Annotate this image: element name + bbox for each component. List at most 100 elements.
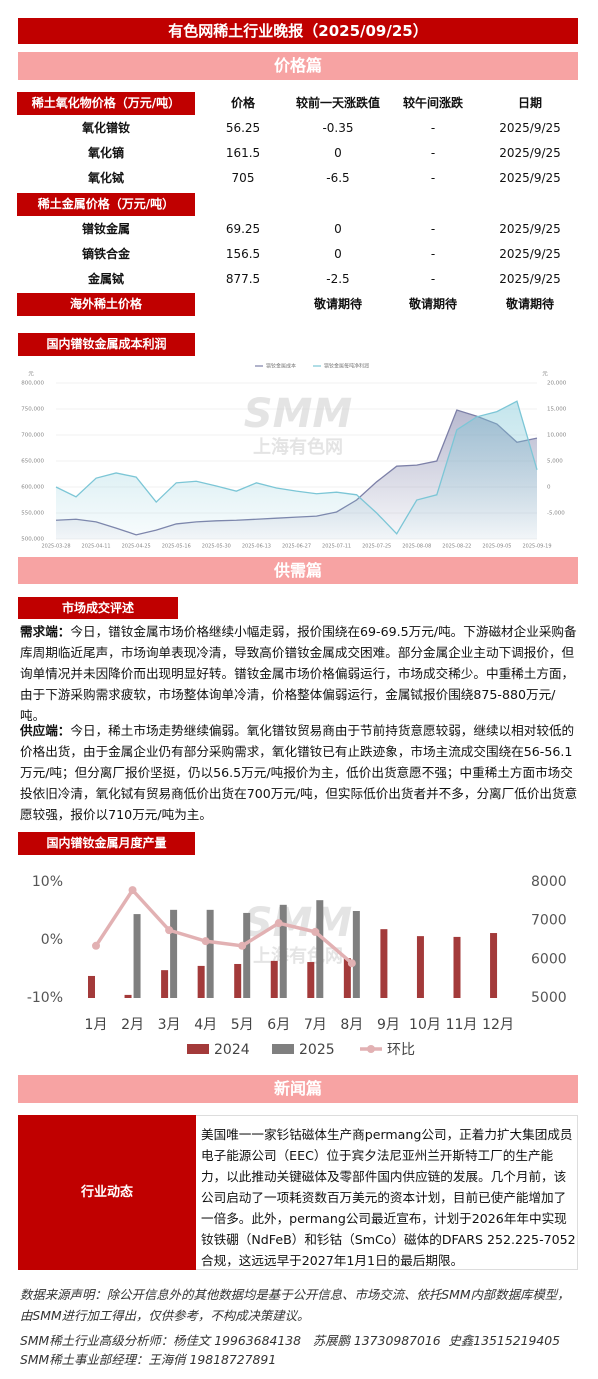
x-tick-label: 6月	[267, 1017, 290, 1033]
watermark: SMM	[244, 391, 352, 437]
y-tick-label: 800,000	[21, 381, 44, 387]
news-text: 美国唯一一家钐钴磁体生产商permang公司，正着力扩大集团成员电子能源公司（E…	[201, 1127, 576, 1268]
bar	[453, 936, 461, 998]
legend-label: 环比	[387, 1042, 415, 1058]
legend-swatch	[367, 1045, 375, 1053]
section-title: 价格篇	[18, 52, 578, 80]
disclaimer: 数据来源声明：除公开信息外的其他数据均是基于公开信息、市场交流、依托SMM内部数…	[20, 1287, 570, 1323]
y2-tick-label: 10,000	[547, 433, 567, 439]
legend-label: 2025	[299, 1042, 335, 1058]
supply-paragraph: 供应端：今日，稀土市场走势继续偏弱。氧化镨钕贸易商由于节前持货意愿较弱，继续以相…	[20, 720, 580, 825]
legend-label: 镨钕金属每吨净利润	[324, 363, 369, 370]
x-tick-label: 3月	[158, 1017, 181, 1033]
table-cell: 较前一天涨跌值	[295, 96, 380, 110]
table-cell: 敬请期待	[408, 297, 457, 312]
bar	[170, 909, 178, 998]
chart-title: 国内镨钕金属成本利润	[18, 333, 195, 356]
x-tick-label: 2025-03-28	[41, 544, 70, 550]
series-line	[55, 400, 538, 535]
table-cell: 161.5	[225, 146, 261, 161]
y-tick-label: 650,000	[21, 459, 44, 465]
bar	[133, 914, 141, 998]
table-cell: 2025/9/25	[499, 221, 561, 236]
y-tick-label: 0%	[41, 932, 63, 948]
y2-tick-label: -5,000	[547, 511, 565, 517]
x-tick-label: 10月	[409, 1017, 441, 1033]
x-tick-label: 4月	[194, 1017, 217, 1033]
y2-tick-label: 0	[547, 485, 551, 491]
supply-label: 供应端：	[20, 723, 71, 738]
bar	[270, 960, 278, 998]
header-cell: 稀土氧化物价格（万元/吨）	[17, 92, 195, 115]
watermark: 上海有色网	[253, 945, 343, 967]
line-marker	[274, 919, 283, 928]
x-tick-label: 2025-06-13	[242, 544, 271, 550]
watermark: SMM	[244, 900, 352, 946]
table-cell: -	[430, 221, 436, 236]
y2-tick-label: 6000	[531, 951, 567, 967]
x-tick-label: 5月	[231, 1017, 254, 1033]
legend-label: 镨钕金属成本	[266, 363, 296, 370]
y-tick-label: 600,000	[21, 485, 44, 491]
line-marker	[201, 937, 210, 946]
x-tick-label: 2025-09-05	[482, 544, 511, 550]
table-cell: 69.25	[225, 221, 261, 236]
x-tick-label: 2025-07-11	[322, 544, 351, 550]
table-cell: 氧化镝	[87, 146, 124, 161]
x-tick-label: 7月	[304, 1017, 327, 1033]
section-title: 供需篇	[18, 557, 578, 584]
table-cell: 镨钕金属	[81, 221, 130, 236]
bar	[124, 994, 132, 998]
demand-paragraph: 需求端：今日，镨钕金属市场价格继续小幅走弱，报价围绕在69-69.5万元/吨。下…	[20, 621, 580, 726]
table-cell: 2025/9/25	[499, 171, 561, 186]
table-cell: -	[430, 272, 436, 287]
legend-label: 2024	[214, 1042, 250, 1058]
x-tick-label: 2025-07-25	[362, 544, 391, 550]
bar	[243, 912, 251, 998]
bar	[234, 963, 242, 998]
x-tick-label: 2025-06-27	[282, 544, 311, 550]
table-cell: 镝铁合金	[81, 246, 130, 261]
demand-label: 需求端：	[20, 624, 71, 639]
y-unit: 元	[28, 371, 34, 378]
x-tick-label: 2025-09-19	[522, 544, 551, 550]
table-cell: -	[430, 121, 436, 136]
report-title: 有色网稀土行业晚报（2025/09/25）	[18, 18, 578, 44]
x-tick-label: 2025-04-25	[122, 544, 151, 550]
x-tick-label: 2025-05-30	[202, 544, 231, 550]
chart-title: 国内镨钕金属月度产量	[18, 832, 195, 855]
table-cell: 2025/9/25	[499, 272, 561, 287]
table-cell: 金属铽	[87, 272, 124, 287]
table-cell: -	[430, 146, 436, 161]
line-marker	[311, 927, 320, 936]
table-cell: 705	[231, 171, 255, 186]
table-cell: -6.5	[326, 171, 350, 186]
x-tick-label: 2025-04-11	[82, 544, 111, 550]
y2-tick-label: 5,000	[547, 459, 563, 465]
table-cell: 0	[334, 221, 342, 236]
table-cell: 氧化镨钕	[81, 121, 130, 136]
y2-unit: 元	[542, 371, 548, 378]
bar	[279, 904, 287, 998]
y-tick-label: 700,000	[21, 433, 44, 439]
bar	[206, 909, 214, 998]
legend-swatch	[187, 1044, 209, 1054]
header-cell: 海外稀土价格	[17, 293, 195, 317]
table-cell: 日期	[517, 96, 542, 110]
x-tick-label: 2025-08-22	[442, 544, 471, 550]
line-marker	[128, 886, 137, 895]
line-marker	[92, 941, 100, 950]
box-title: 市场成交评述	[18, 597, 178, 619]
bar	[316, 900, 324, 998]
bar	[88, 975, 95, 998]
y-tick-label: 500,000	[21, 537, 44, 543]
bar	[307, 962, 315, 998]
table-cell: 氧化铽	[87, 171, 124, 186]
y2-tick-label: 7000	[531, 913, 567, 929]
table-cell: 较午间涨跌	[402, 96, 463, 110]
table-cell: 877.5	[225, 272, 261, 287]
y2-tick-label: 5000	[531, 990, 567, 1006]
table-cell: 2025/9/25	[499, 246, 561, 261]
